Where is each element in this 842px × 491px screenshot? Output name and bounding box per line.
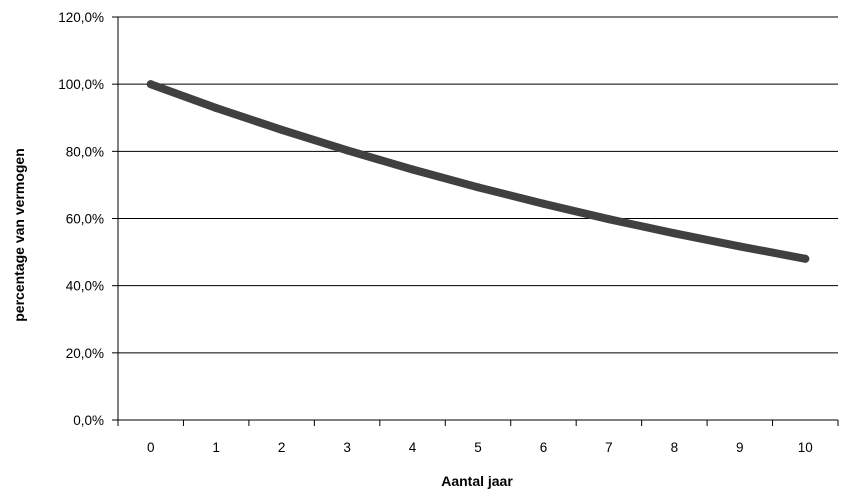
data-point — [735, 242, 744, 251]
series-layer — [146, 80, 810, 263]
data-point — [474, 183, 482, 192]
x-tick-label: 1 — [212, 440, 220, 455]
x-tick-label: 0 — [147, 440, 155, 455]
data-point — [146, 80, 155, 89]
x-axis-title: Aantal jaar — [441, 473, 513, 489]
axes — [112, 16, 839, 426]
data-point — [539, 199, 548, 208]
series-line — [146, 80, 810, 263]
data-point — [408, 165, 417, 174]
y-tick-label: 20,0% — [66, 346, 104, 361]
y-tick-label: 80,0% — [66, 144, 104, 159]
data-point — [343, 146, 352, 155]
data-point — [670, 229, 679, 238]
data-point — [212, 104, 221, 113]
x-tick-label: 10 — [798, 440, 813, 455]
y-tick-labels: 0,0% 20,0% 40,0% 60,0% 80,0% 100,0% 120,0% — [58, 10, 104, 428]
x-tick-label: 2 — [278, 440, 286, 455]
x-tick-labels: 0 1 2 3 4 5 6 7 8 9 10 — [147, 440, 813, 455]
gridlines — [118, 16, 838, 354]
y-axis-title: percentage van vermogen — [11, 148, 27, 322]
data-point — [801, 254, 810, 263]
y-tick-label: 120,0% — [58, 10, 104, 25]
x-tick-label: 5 — [474, 440, 482, 455]
data-point — [277, 125, 286, 134]
x-tick-label: 9 — [736, 440, 744, 455]
data-point — [604, 215, 613, 224]
x-tick-label: 4 — [409, 440, 417, 455]
x-tick-label: 8 — [671, 440, 679, 455]
y-tick-label: 40,0% — [66, 279, 104, 294]
y-tick-label: 60,0% — [66, 212, 104, 227]
y-tick-label: 0,0% — [73, 413, 104, 428]
x-tick-label: 3 — [343, 440, 351, 455]
x-tick-label: 6 — [540, 440, 548, 455]
x-tick-label: 7 — [605, 440, 613, 455]
y-tick-label: 100,0% — [58, 77, 104, 92]
